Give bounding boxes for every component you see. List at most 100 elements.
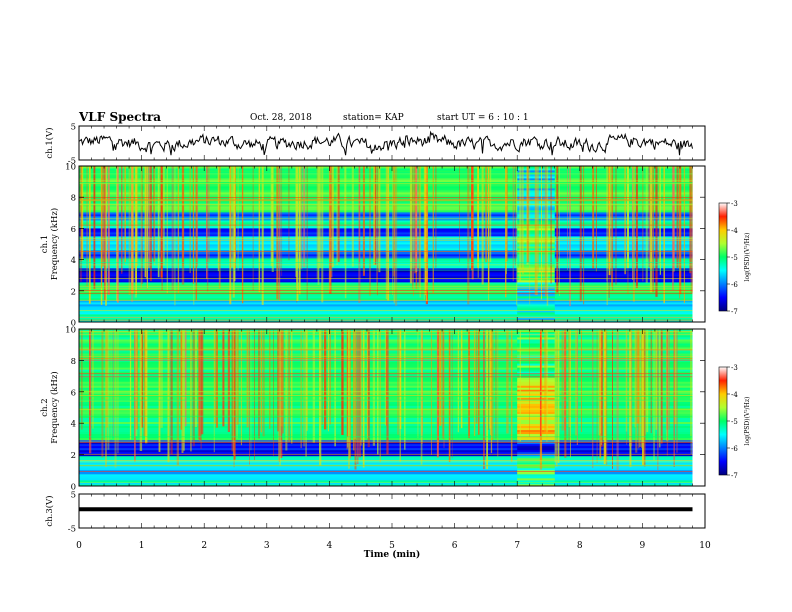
sferic-streak: [231, 166, 233, 268]
enhanced-interval-band: [517, 351, 555, 354]
spectrogram-band: [79, 188, 693, 191]
sferic-streak: [163, 166, 165, 266]
spectrogram-band: [79, 479, 693, 483]
sferic-streak: [660, 329, 663, 444]
spectrogram-band: [79, 192, 693, 195]
narrowband-line: [79, 299, 693, 301]
sferic-streak: [666, 329, 669, 456]
spectrogram-band: [79, 168, 693, 171]
spectrogram-band: [79, 216, 693, 219]
spectrogram-band: [79, 363, 693, 366]
enhanced-interval-band: [517, 302, 555, 305]
enhanced-interval-band: [517, 345, 555, 348]
sferic-streak: [683, 166, 685, 304]
sferic-streak: [567, 166, 568, 270]
enhanced-interval-band: [517, 341, 555, 344]
sferic-streak: [657, 329, 659, 470]
colorbar-label: log(PSD)(V²/Hz): [744, 397, 751, 446]
sferic-streak: [672, 166, 674, 291]
spectrogram-band: [79, 206, 693, 209]
sferic-streak: [471, 166, 474, 271]
sferic-streak: [457, 329, 459, 433]
sferic-streak: [160, 166, 162, 278]
sferic-streak: [145, 166, 148, 279]
sferic-streak: [300, 166, 303, 270]
sferic-streak: [526, 166, 529, 265]
y-tick-label: 6: [71, 225, 76, 235]
sferic-streak: [526, 166, 529, 263]
spectrogram-band: [79, 222, 693, 225]
x-tick-label: 1: [139, 541, 145, 551]
sferic-streak: [241, 166, 244, 304]
spectrogram-band: [79, 172, 693, 175]
sferic-streak: [387, 166, 390, 301]
enhanced-interval-band: [517, 314, 555, 317]
sferic-streak: [592, 329, 594, 468]
y-tick-label: 4: [71, 420, 76, 430]
enhanced-interval-band: [517, 389, 555, 392]
sferic-streak: [347, 329, 348, 437]
enhanced-interval-band: [517, 385, 555, 388]
sferic-streak: [516, 166, 518, 306]
sferic-streak: [344, 166, 346, 266]
sferic-streak: [634, 329, 636, 428]
sferic-streak: [643, 329, 646, 467]
sferic-streak: [473, 329, 476, 436]
spectrogram-band: [79, 397, 693, 400]
sferic-streak: [642, 166, 644, 282]
sferic-streak: [659, 166, 661, 275]
enhanced-interval-band: [517, 363, 555, 366]
enhanced-interval-band: [517, 413, 555, 416]
sferic-streak: [485, 166, 488, 263]
spectrogram-band: [79, 371, 693, 374]
spectrogram-band: [79, 170, 693, 173]
spectrogram-band: [79, 339, 693, 342]
y-tick-label: 0: [71, 319, 76, 329]
sferic-streak: [679, 166, 682, 295]
enhanced-interval-band: [517, 421, 555, 424]
spectrogram-band: [79, 403, 693, 406]
sferic-streak: [88, 166, 91, 304]
spectrogram-band: [79, 236, 693, 239]
spectrogram-band: [79, 431, 693, 435]
sferic-streak: [546, 329, 549, 432]
colorbar: [718, 202, 728, 312]
sferic-streak: [417, 329, 419, 438]
sferic-streak: [236, 329, 238, 439]
spectrogram-band: [79, 475, 693, 479]
spectrogram-band: [79, 423, 693, 427]
narrowband-line: [79, 199, 693, 200]
sferic-streak: [157, 166, 160, 278]
enhanced-interval-band: [517, 365, 555, 368]
sferic-streak: [258, 166, 261, 293]
sferic-streak: [249, 329, 250, 465]
spectrogram-band: [79, 361, 693, 364]
enhanced-interval-band: [517, 294, 555, 297]
sferic-streak: [348, 329, 351, 459]
waveform-trace: [78, 130, 693, 156]
sferic-streak: [519, 166, 521, 282]
sferic-streak: [624, 166, 627, 275]
enhanced-interval-band: [517, 367, 555, 370]
sferic-streak: [673, 329, 675, 466]
sferic-streak: [147, 166, 148, 289]
enhanced-interval-band: [517, 465, 555, 469]
sferic-streak: [153, 166, 155, 262]
narrowband-line: [79, 471, 693, 472]
sferic-streak: [612, 166, 614, 291]
spectrogram-band: [79, 373, 693, 376]
enhanced-interval-band: [517, 449, 555, 453]
sferic-streak: [258, 329, 260, 439]
narrowband-line: [79, 453, 693, 455]
spectrogram-band: [79, 276, 693, 279]
sferic-streak: [116, 166, 119, 303]
sferic-streak: [478, 329, 480, 435]
colorbar: [718, 366, 728, 476]
y-tick-label: 4: [71, 256, 76, 266]
sferic-streak: [514, 166, 516, 266]
sferic-streak: [233, 166, 236, 282]
sferic-streak: [319, 329, 322, 466]
spectrogram-band: [79, 457, 693, 461]
sferic-streak: [653, 329, 655, 461]
sferic-streak: [184, 329, 187, 427]
